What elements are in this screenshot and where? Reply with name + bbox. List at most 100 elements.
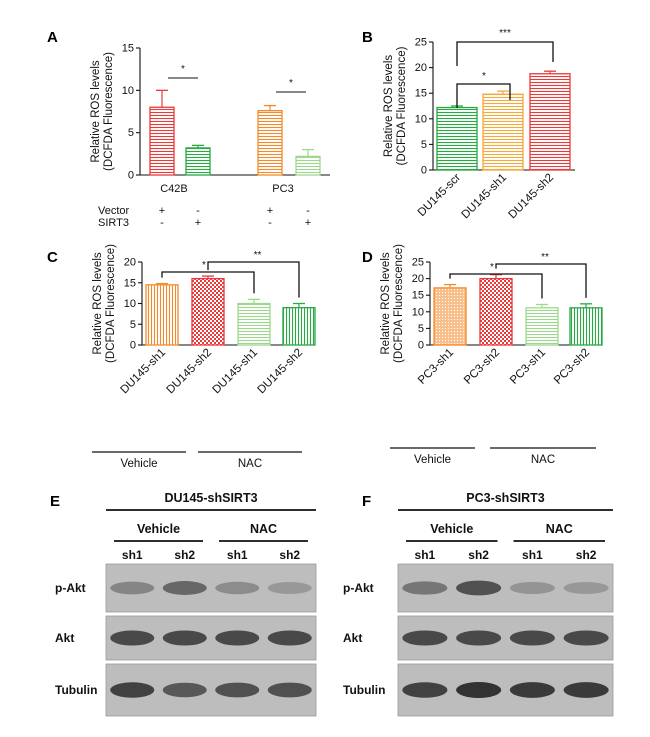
blot-band bbox=[402, 581, 448, 595]
x-tick-label: DU145-sh2 bbox=[165, 347, 215, 397]
lane-label: sh1 bbox=[122, 548, 143, 562]
chart-panel-D: D 0 5 10 15 20 25 Relative ROS levels(DCFDA Flu… bbox=[362, 244, 603, 466]
blot-band bbox=[162, 581, 207, 595]
x-tick-label: PC3-sh2 bbox=[462, 347, 502, 387]
lane-label: sh2 bbox=[279, 548, 300, 562]
y-tick-label: 15 bbox=[415, 88, 427, 100]
y-tick-label: 15 bbox=[412, 290, 424, 302]
condition-mark: + bbox=[159, 205, 165, 217]
y-axis-label: Relative ROS levels(DCFDA Fluorescence) bbox=[90, 52, 115, 171]
significance-mark: * bbox=[289, 78, 293, 89]
y-axis-label: Relative ROS levels(DCFDA Fluorescence) bbox=[383, 46, 408, 165]
x-tick-label: DU145-sh1 bbox=[119, 347, 169, 397]
y-tick-label: 5 bbox=[130, 319, 136, 331]
blot-row-label: Tubulin bbox=[343, 683, 385, 697]
significance-mark: * bbox=[482, 71, 486, 82]
blot-band bbox=[215, 630, 260, 646]
significance-mark: ** bbox=[541, 252, 549, 263]
blot-band bbox=[267, 630, 312, 646]
blot-band bbox=[110, 630, 155, 646]
lane-label: sh2 bbox=[576, 548, 597, 562]
blot-row-label: Tubulin bbox=[55, 683, 97, 697]
blot-band bbox=[563, 682, 609, 698]
blot-band bbox=[267, 682, 312, 698]
treatment-group-label: NAC bbox=[238, 458, 262, 470]
significance-mark: * bbox=[202, 260, 206, 271]
y-tick-label: 10 bbox=[122, 85, 134, 97]
significance-mark: * bbox=[490, 262, 494, 273]
condition-mark: + bbox=[305, 217, 311, 229]
bar bbox=[237, 302, 271, 346]
blot-band bbox=[509, 682, 555, 698]
bar bbox=[479, 277, 513, 346]
y-tick-label: 0 bbox=[421, 165, 427, 177]
x-group-label: C42B bbox=[160, 183, 188, 195]
significance-mark: * bbox=[181, 64, 185, 75]
y-tick-label: 25 bbox=[415, 37, 427, 49]
treatment-label: NAC bbox=[250, 522, 277, 536]
bar bbox=[191, 277, 225, 346]
x-tick-label: PC3-sh1 bbox=[508, 347, 548, 387]
treatment-label: Vehicle bbox=[430, 522, 473, 536]
bar bbox=[436, 106, 478, 171]
condition-mark: - bbox=[160, 217, 164, 229]
blot-band bbox=[110, 682, 155, 698]
y-tick-label: 5 bbox=[418, 323, 424, 335]
bar bbox=[482, 93, 524, 171]
panel-letter: C bbox=[47, 249, 58, 266]
panel-letter: B bbox=[362, 29, 373, 46]
y-tick-label: 25 bbox=[412, 257, 424, 269]
x-tick-label: PC3-sh1 bbox=[416, 347, 456, 387]
y-tick-label: 0 bbox=[128, 170, 134, 182]
y-tick-label: 10 bbox=[124, 298, 136, 310]
bar bbox=[295, 155, 321, 176]
condition-mark: + bbox=[267, 205, 273, 217]
blot-band bbox=[267, 582, 312, 594]
blot-band bbox=[215, 682, 260, 698]
significance-bracket bbox=[449, 273, 543, 299]
blot-band bbox=[563, 630, 609, 646]
y-tick-label: 0 bbox=[418, 340, 424, 352]
bar bbox=[185, 147, 211, 176]
blot-band bbox=[110, 581, 155, 595]
bar bbox=[282, 306, 316, 346]
condition-mark: - bbox=[268, 217, 272, 229]
y-tick-label: 10 bbox=[415, 113, 427, 125]
blot-band bbox=[509, 581, 555, 595]
x-tick-label: PC3-sh2 bbox=[552, 347, 592, 387]
y-tick-label: 20 bbox=[124, 257, 136, 269]
y-axis-label: Relative ROS levels(DCFDA Fluorescence) bbox=[92, 244, 117, 363]
significance-bracket bbox=[207, 261, 300, 298]
x-tick-label: DU145-sh2 bbox=[256, 347, 306, 397]
x-tick-label: DU145-sh2 bbox=[507, 172, 557, 222]
y-tick-label: 15 bbox=[122, 43, 134, 55]
blot-row-label: Akt bbox=[55, 631, 74, 645]
blot-band bbox=[215, 581, 260, 595]
blot-band bbox=[563, 582, 609, 594]
lane-label: sh2 bbox=[174, 548, 195, 562]
x-tick-label: DU145-sh1 bbox=[211, 347, 261, 397]
panel-letter: D bbox=[362, 249, 373, 266]
treatment-label: Vehicle bbox=[137, 522, 180, 536]
treatment-label: NAC bbox=[546, 522, 573, 536]
blot-band bbox=[402, 630, 448, 646]
blot-band bbox=[456, 630, 502, 646]
blot-row-label: Akt bbox=[343, 631, 362, 645]
y-tick-label: 10 bbox=[412, 306, 424, 318]
condition-row-label: SIRT3 bbox=[98, 217, 129, 229]
blot-band bbox=[162, 682, 207, 698]
x-tick-label: DU145-sh1 bbox=[460, 172, 510, 222]
blot-title: PC3-shSIRT3 bbox=[466, 491, 545, 505]
significance-bracket bbox=[456, 83, 511, 108]
y-tick-label: 15 bbox=[124, 277, 136, 289]
condition-row-label: Vector bbox=[98, 205, 130, 217]
bar bbox=[149, 106, 175, 176]
blot-band bbox=[162, 630, 207, 646]
bar bbox=[569, 307, 603, 346]
bar bbox=[529, 73, 571, 171]
panel-letter: E bbox=[50, 493, 60, 510]
significance-bracket bbox=[456, 41, 554, 66]
treatment-group-label: Vehicle bbox=[414, 454, 451, 466]
